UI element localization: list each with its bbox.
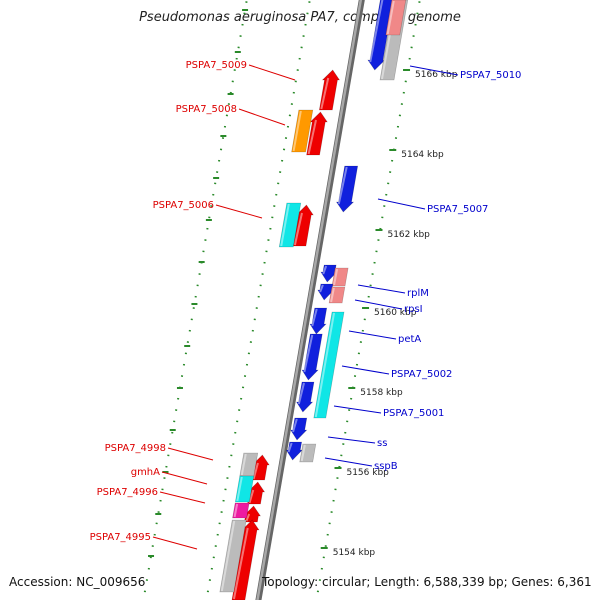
genome-summary-text: Topology: circular; Length: 6,588,339 bp…: [262, 575, 592, 589]
left-leader-line: [215, 204, 263, 219]
scale-label: 5164 kbp: [401, 150, 444, 160]
right-gene-label: PSPA7_5007: [427, 204, 488, 215]
gene-PSPA7_5009: [318, 69, 341, 111]
gene-ss: [290, 417, 308, 441]
scale-label: 5160 kbp: [374, 308, 417, 318]
gene-sspB: [285, 441, 303, 461]
gene-rpsI-box: [328, 286, 346, 304]
gene-PSPA7_5008: [306, 111, 328, 156]
left-leader-line: [161, 471, 208, 485]
right-leader-line: [348, 330, 397, 340]
left-leader-line: [152, 536, 198, 550]
left-leader-line: [248, 64, 296, 81]
right-gene-label: ss: [377, 438, 387, 449]
left-gene-label: PSPA7_5006: [153, 200, 214, 211]
outer-left-track: [142, 0, 248, 600]
right-leader-line: [354, 299, 403, 310]
scale-label: 5158 kbp: [360, 388, 403, 398]
gene-gmhA-box: [234, 475, 255, 503]
gene-PSPA7_5006-box: [278, 202, 302, 248]
left-gene-label: PSPA7_4996: [97, 487, 158, 498]
right-gene-label: PSPA7_5002: [391, 369, 452, 380]
scale-label: 5154 kbp: [333, 548, 376, 558]
gene-rplM: [320, 264, 338, 283]
inner-right-track: [315, 0, 421, 600]
left-leader-line: [238, 108, 286, 126]
gene-PSPA7_5001: [296, 381, 315, 413]
gene-PSPA7_5007: [335, 165, 359, 213]
scale-label: 5162 kbp: [387, 230, 430, 240]
right-leader-line: [409, 65, 459, 76]
right-leader-line: [333, 405, 382, 414]
gene-PSPA7_5002-box: [313, 311, 345, 419]
right-gene-label: rpsI: [404, 304, 423, 315]
inner-left-track: [205, 0, 311, 600]
scale-label: 5166 kbp: [415, 70, 458, 80]
right-leader-line: [324, 457, 373, 467]
gene-PSPA7_5008-box: [291, 109, 314, 153]
gene-rpsI: [317, 283, 335, 301]
genome-backbone-highlight: [256, 0, 363, 600]
left-gene-label: PSPA7_5008: [176, 104, 237, 115]
gene-top-pink-box: [385, 0, 407, 36]
right-gene-label: sspB: [374, 461, 398, 472]
left-leader-line: [167, 447, 214, 461]
scale-label: 5156 kbp: [346, 468, 389, 478]
left-leader-line: [159, 491, 206, 504]
gene-PSPA7_4995-box: [219, 519, 247, 593]
left-gene-label: PSPA7_5009: [186, 60, 247, 71]
gene-PSPA7_4996-box: [232, 502, 250, 519]
right-gene-label: PSPA7_5010: [460, 70, 521, 81]
gene-sspB-box: [299, 443, 317, 463]
right-gene-label: petA: [398, 334, 421, 345]
accession-text: Accession: NC_009656: [9, 575, 146, 589]
right-leader-line: [327, 436, 376, 444]
right-gene-label: PSPA7_5001: [383, 408, 444, 419]
gene-petA: [309, 307, 328, 335]
gene-rplM-box: [331, 267, 349, 287]
right-leader-line: [341, 365, 390, 375]
left-gene-label: PSPA7_4995: [90, 532, 151, 543]
right-gene-label: rplM: [407, 288, 429, 299]
left-gene-label: PSPA7_4998: [105, 443, 166, 454]
right-leader-line: [377, 198, 426, 210]
right-leader-line: [357, 284, 406, 294]
gene-PSPA7_5002: [301, 333, 323, 381]
left-gene-label: gmhA: [131, 467, 160, 478]
